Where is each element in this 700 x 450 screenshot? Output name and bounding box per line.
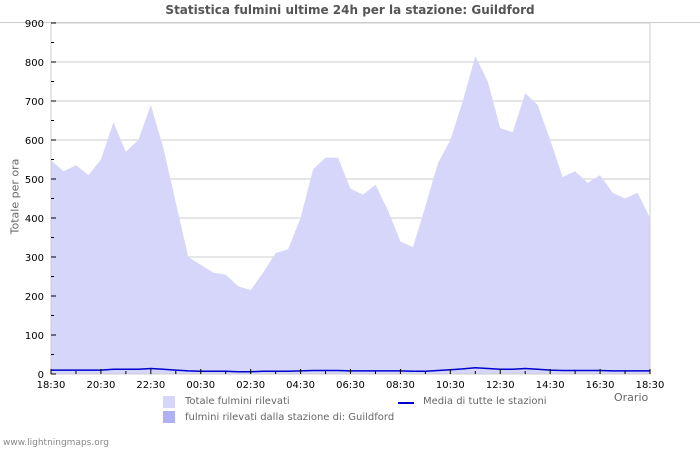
svg-text:00:30: 00:30	[186, 380, 215, 391]
legend-total-swatch	[163, 396, 175, 408]
svg-text:02:30: 02:30	[236, 380, 265, 391]
svg-text:12:30: 12:30	[486, 380, 515, 391]
svg-text:08:30: 08:30	[386, 380, 415, 391]
legend-station-swatch	[163, 411, 175, 423]
svg-text:400: 400	[25, 214, 44, 225]
y-axis: 0 100 200 300 400 500 600 700 800 900	[25, 19, 56, 381]
svg-text:800: 800	[25, 58, 44, 69]
svg-text:06:30: 06:30	[336, 380, 365, 391]
svg-text:10:30: 10:30	[436, 380, 465, 391]
legend-average-label: Media di tutte le stazioni	[423, 396, 547, 407]
x-axis: 18:30 20:30 22:30 00:30 02:30 04:30 06:30 08:30…	[37, 369, 665, 391]
legend-average-swatch	[398, 402, 414, 404]
svg-text:200: 200	[25, 292, 44, 303]
svg-text:20:30: 20:30	[87, 380, 116, 391]
legend-total-label: Totale fulmini rilevati	[185, 396, 290, 407]
svg-text:600: 600	[25, 136, 44, 147]
svg-text:22:30: 22:30	[136, 380, 165, 391]
svg-text:700: 700	[25, 97, 44, 108]
svg-text:0: 0	[38, 370, 44, 381]
svg-text:16:30: 16:30	[586, 380, 615, 391]
y-axis-label: Totale per ora	[8, 158, 22, 235]
svg-text:18:30: 18:30	[636, 380, 665, 391]
legend-station-label: fulmini rilevati dalla stazione di: Guil…	[185, 412, 395, 423]
footer-url: www.lightningmaps.org	[3, 438, 109, 448]
svg-text:300: 300	[25, 253, 44, 264]
chart-title: Statistica fulmini ultime 24h per la sta…	[165, 3, 535, 17]
svg-text:14:30: 14:30	[536, 380, 565, 391]
svg-text:18:30: 18:30	[37, 380, 66, 391]
svg-text:900: 900	[25, 19, 44, 30]
x-axis-label: Orario	[614, 391, 649, 404]
svg-text:500: 500	[25, 175, 44, 186]
svg-text:04:30: 04:30	[286, 380, 315, 391]
svg-text:100: 100	[25, 331, 44, 342]
total-area	[51, 56, 650, 374]
